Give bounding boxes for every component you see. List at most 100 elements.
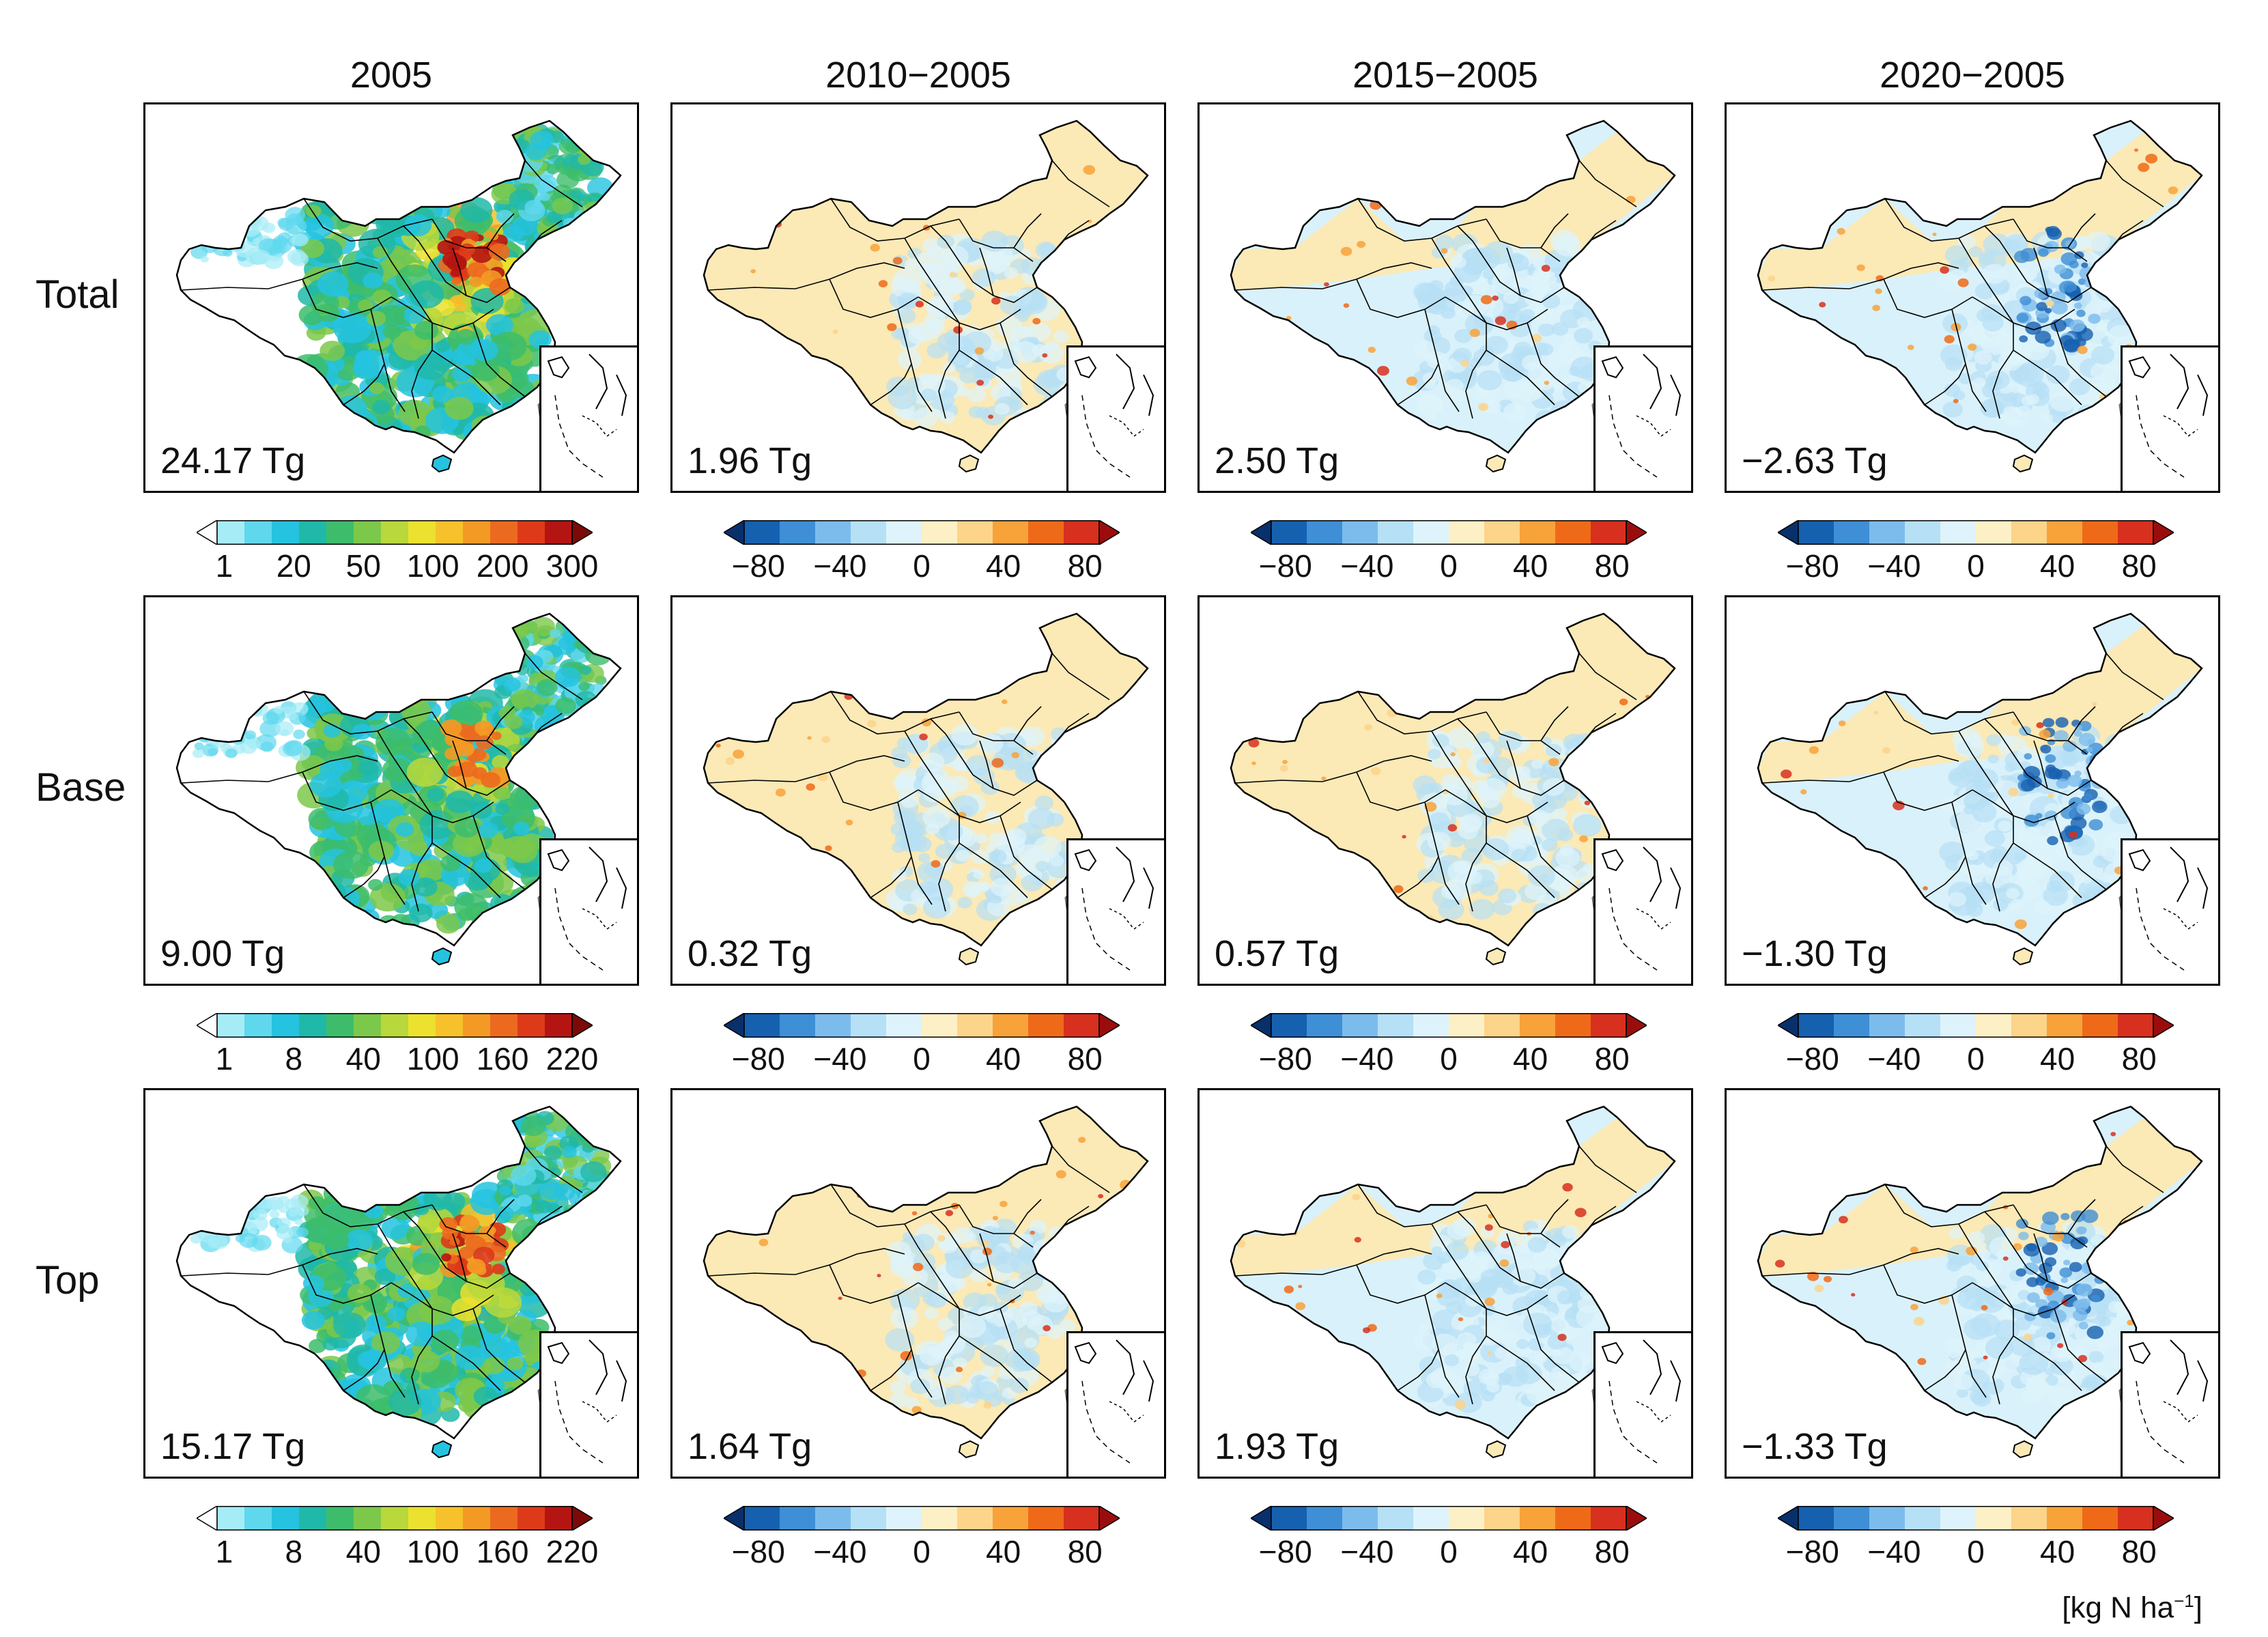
colorbar-segment [1484,520,1520,545]
colorbar-tick-label: 80 [1594,1041,1630,1077]
province-boundary [431,218,507,262]
colorbar-tick-label: 220 [545,1041,599,1077]
absolute-colorbar [195,1505,594,1534]
absolute-colorbar [195,519,594,548]
hainan-island [1485,454,1507,473]
province-boundary [959,350,1028,405]
province-boundary [1431,238,1487,350]
colorbar-segment [2118,1013,2153,1038]
colorbar-tick-label: 40 [1513,1534,1548,1569]
province-boundary [870,1349,912,1391]
total-amount-label: −1.30 Tg [1742,933,1888,974]
province-boundary [377,730,433,843]
colorbar-segment [1976,1506,2011,1531]
colorbar-tick-label: 160 [476,1041,529,1077]
province-boundary [1578,160,1637,208]
province-boundary [1506,1233,1521,1282]
colorbar-segment [1905,1506,1940,1531]
colorbar-segment [2082,1506,2118,1531]
colorbar-segment [993,1506,1028,1531]
colorbar-segment [408,1013,436,1038]
colorbar-segment [922,1506,957,1531]
province-boundary [707,755,905,784]
province-boundary [391,1282,494,1316]
province-boundary [830,198,960,242]
province-boundary [1984,1211,2092,1289]
colorbar-segment [1342,1506,1378,1531]
colorbar-segment [272,1506,299,1531]
province-boundary [527,220,563,251]
province-boundary [1581,220,1617,251]
colorbar-segment [2118,520,2153,545]
total-amount-label: 24.17 Tg [160,440,306,481]
province-boundary [938,1335,960,1405]
province-boundary [527,1206,563,1237]
colorbar-tick-label: −40 [813,1534,867,1569]
column-title: 2010−2005 [825,55,1011,96]
colorbar-tick-label: −80 [1258,548,1312,584]
colorbar-segment [1449,1013,1484,1038]
colorbar-ticks: −80 −40 0 40 80 [732,1533,1103,1569]
colorbar-segment [545,1013,572,1038]
colorbar-segment [1307,1506,1342,1531]
colorbar-segment [1484,1506,1520,1531]
china-map [175,119,622,473]
colorbar-tick-label: 0 [913,548,931,584]
colorbar-tick-label: 80 [1594,548,1630,584]
map-fill [1758,121,2202,453]
colorbar-tick-label: 8 [285,1534,303,1569]
colorbar-ticks: 1 8 40 100 160 220 [216,1533,599,1569]
colorbar-segment [780,1013,815,1038]
colorbar-segment [1378,520,1413,545]
colorbar-tick-label: 1 [215,1041,233,1077]
colorbar-tick-label: 20 [276,548,311,584]
province-boundary [1540,706,1569,741]
colorbar-tick-label: 40 [345,1534,381,1569]
colorbar-tick-label: −40 [1340,1041,1394,1077]
total-amount-label: −2.63 Tg [1742,440,1888,481]
colorbar-tick-label: 0 [1967,548,1985,584]
province-boundary [1884,691,2014,735]
south-china-sea-inset [1066,345,1164,491]
province-boundary [2067,213,2096,248]
colorbar-tick-label: 100 [406,1041,459,1077]
colorbar-tick-label: −40 [1340,548,1394,584]
province-boundary [1457,718,1565,796]
province-boundary [1051,653,1110,700]
province-boundary [2067,706,2096,741]
province-boundary [1234,262,1432,291]
colorbar-segment [217,1013,244,1038]
province-boundary [1054,220,1090,251]
colorbar-segment [354,520,381,545]
map-panel: −1.33 Tg [1725,1088,2220,1479]
china-map [1757,119,2203,473]
province-boundary [431,711,507,755]
colorbar-segment [1271,1013,1307,1038]
province-boundary [1992,350,2014,419]
colorbar-segment [957,520,993,545]
colorbar-segment [1798,1506,1834,1531]
province-boundary [707,1248,905,1277]
south-china-sea-inset [2121,838,2218,984]
hainan-island [958,454,980,473]
colorbar-tick-label: −80 [1258,1041,1312,1077]
colorbar-tick-label: −80 [1785,1041,1839,1077]
colorbar-segment [381,1506,408,1531]
hainan-island [958,1440,980,1459]
colorbar-segment [1555,1013,1591,1038]
province-boundary [377,1223,433,1336]
province-boundary [2108,713,2144,744]
colorbar-segment [1834,520,1869,545]
province-boundary [979,1233,994,1282]
province-boundary [1924,856,1966,898]
colorbar-segment [354,1506,381,1531]
province-boundary [472,322,526,397]
china-map [1230,119,1676,473]
province-boundary [2033,1233,2048,1282]
south-china-sea-inset [1593,345,1691,491]
province-boundary [1984,718,2092,796]
china-map [703,612,1149,966]
south-china-sea-inset [2121,1331,2218,1477]
province-boundary [1884,1184,2014,1227]
map-fill [1231,121,1675,453]
